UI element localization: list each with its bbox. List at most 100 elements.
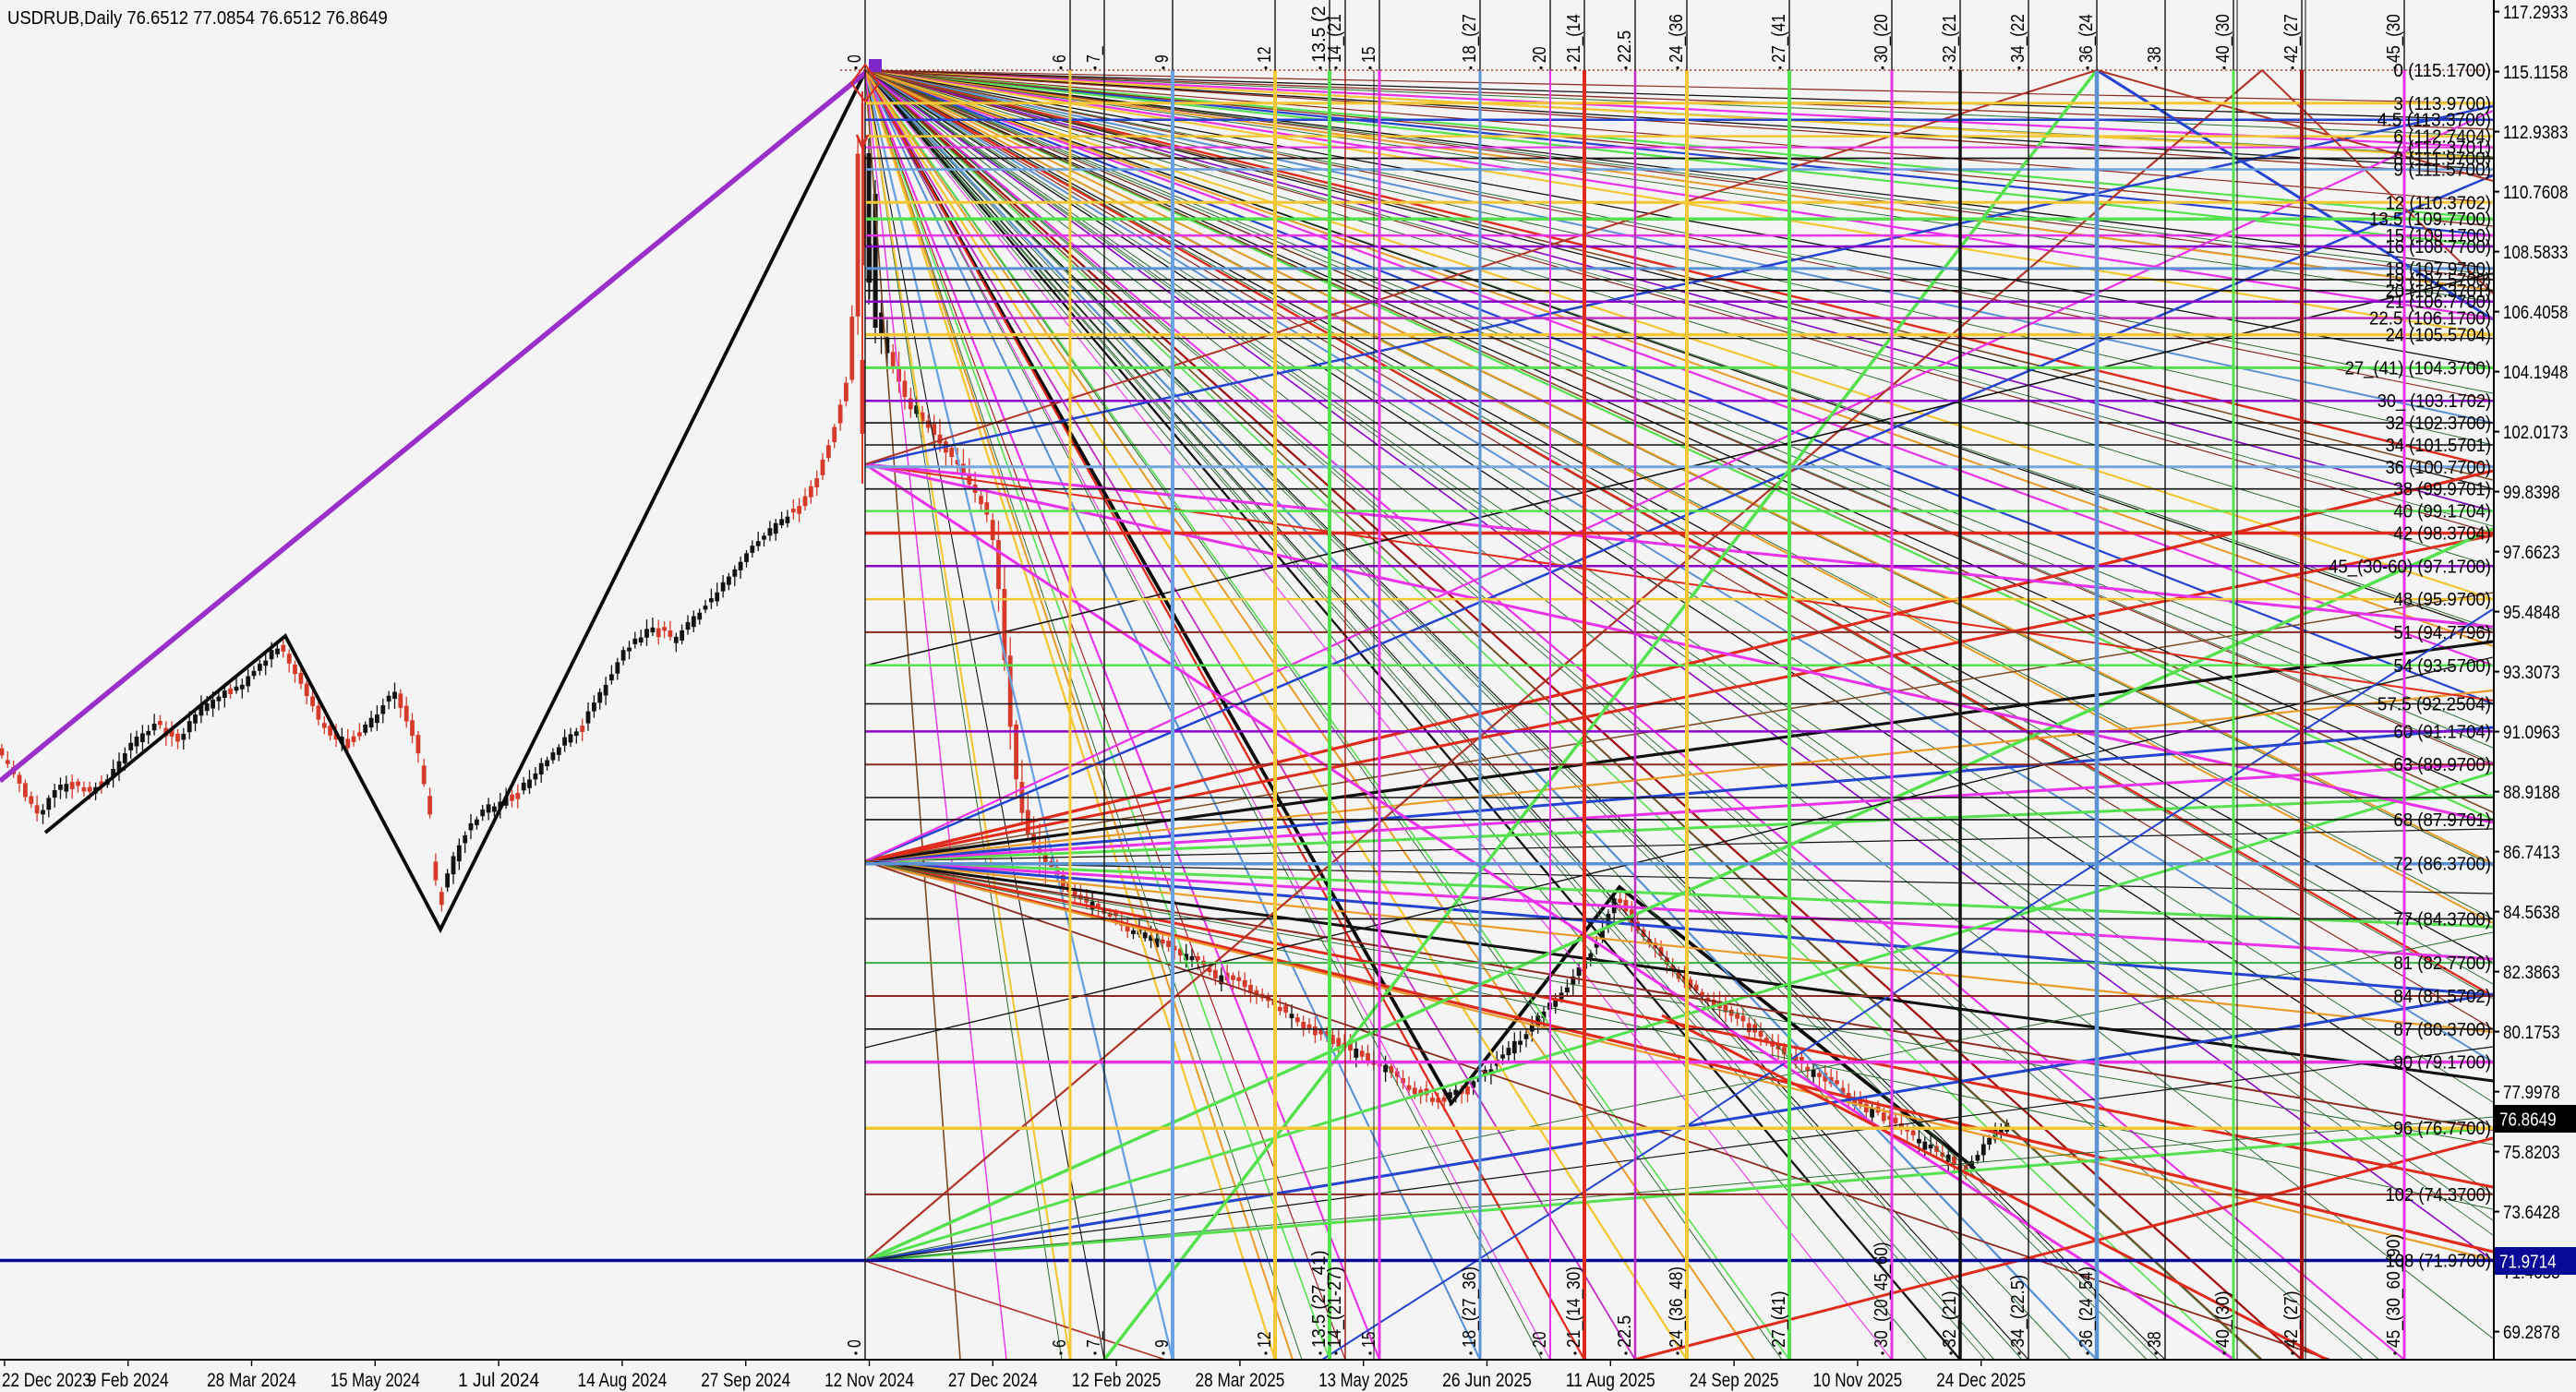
svg-text:15: 15 xyxy=(1358,46,1379,63)
svg-text:15 May 2024: 15 May 2024 xyxy=(331,1370,420,1391)
svg-text:95.4848: 95.4848 xyxy=(2503,602,2560,623)
svg-text:20: 20 xyxy=(1529,1331,1550,1348)
svg-text:6: 6 xyxy=(1049,1339,1070,1348)
svg-text:12: 12 xyxy=(1254,46,1275,63)
svg-text:34_(22: 34_(22 xyxy=(2007,14,2028,63)
svg-text:10 Nov 2025: 10 Nov 2025 xyxy=(1813,1370,1903,1391)
svg-text:27_(41): 27_(41) xyxy=(1768,1290,1789,1348)
svg-text:36_(24_54): 36_(24_54) xyxy=(2076,1266,2097,1348)
svg-text:0: 0 xyxy=(844,1339,865,1348)
svg-text:91.0963: 91.0963 xyxy=(2503,722,2560,743)
svg-text:27 Dec 2024: 27 Dec 2024 xyxy=(948,1370,1038,1391)
svg-text:21 (106.7700): 21 (106.7700) xyxy=(2386,292,2491,313)
svg-text:7_: 7_ xyxy=(1083,1331,1104,1348)
svg-text:73.6428: 73.6428 xyxy=(2503,1202,2560,1223)
svg-text:115.1158: 115.1158 xyxy=(2503,62,2568,83)
svg-text:117.2933: 117.2933 xyxy=(2503,2,2568,23)
svg-text:42_(27: 42_(27 xyxy=(2281,14,2302,63)
svg-text:12 Feb 2025: 12 Feb 2025 xyxy=(1072,1370,1162,1391)
svg-text:54 (93.5700): 54 (93.5700) xyxy=(2393,655,2491,677)
svg-text:32_(21: 32_(21 xyxy=(1939,14,1960,63)
svg-text:108.5833: 108.5833 xyxy=(2503,242,2568,263)
svg-text:42 (98.3704): 42 (98.3704) xyxy=(2393,523,2491,545)
svg-text:38: 38 xyxy=(2144,1331,2165,1348)
svg-text:38: 38 xyxy=(2144,46,2165,63)
svg-text:36 (100.7700): 36 (100.7700) xyxy=(2386,457,2491,478)
svg-text:18_(27_36): 18_(27_36) xyxy=(1459,1266,1480,1348)
svg-text:7_: 7_ xyxy=(1083,46,1104,63)
svg-text:81 (82.7700): 81 (82.7700) xyxy=(2393,953,2491,974)
svg-text:40 (99.1704): 40 (99.1704) xyxy=(2393,501,2491,522)
svg-text:42_(27): 42_(27) xyxy=(2281,1290,2302,1348)
svg-text:USDRUB,Daily 76.6512 77.0854: USDRUB,Daily 76.6512 77.0854 76.6512 76.… xyxy=(7,7,388,29)
svg-text:22.5: 22.5 xyxy=(1614,1315,1635,1348)
svg-text:13.5 (109.7700): 13.5 (109.7700) xyxy=(2369,209,2491,230)
svg-text:4.5 (113.3700): 4.5 (113.3700) xyxy=(2377,110,2491,131)
svg-text:24 Sep 2025: 24 Sep 2025 xyxy=(1690,1370,1779,1391)
svg-text:0 (115.1700): 0 (115.1700) xyxy=(2393,60,2491,81)
svg-text:24 (105.5704): 24 (105.5704) xyxy=(2386,325,2491,346)
svg-text:24 Dec 2025: 24 Dec 2025 xyxy=(1936,1370,2026,1391)
svg-text:14_(21-27): 14_(21-27) xyxy=(1324,1266,1345,1348)
svg-text:112.9383: 112.9383 xyxy=(2503,122,2568,143)
svg-text:28 Mar 2024: 28 Mar 2024 xyxy=(207,1370,296,1391)
svg-text:14_(21: 14_(21 xyxy=(1324,14,1345,63)
svg-text:26 Jun 2025: 26 Jun 2025 xyxy=(1442,1370,1532,1391)
svg-text:34_(22.5): 34_(22.5) xyxy=(2007,1275,2028,1348)
svg-text:20 (107.3701): 20 (107.3701) xyxy=(2386,281,2491,302)
svg-text:12 (110.3702): 12 (110.3702) xyxy=(2386,192,2491,213)
svg-text:76.8649: 76.8649 xyxy=(2499,1110,2557,1131)
svg-text:15: 15 xyxy=(1358,1331,1379,1348)
svg-text:15 (109.1700): 15 (109.1700) xyxy=(2386,225,2491,246)
svg-text:82.3863: 82.3863 xyxy=(2503,962,2560,983)
svg-text:12: 12 xyxy=(1254,1331,1275,1348)
svg-text:63 (89.9700): 63 (89.9700) xyxy=(2393,754,2491,775)
svg-text:106.4058: 106.4058 xyxy=(2503,302,2568,323)
svg-text:0: 0 xyxy=(844,54,865,63)
svg-text:16 (108.7700): 16 (108.7700) xyxy=(2386,236,2491,258)
svg-text:27_(41: 27_(41 xyxy=(1768,14,1789,63)
svg-text:13.5 (2: 13.5 (2 xyxy=(1308,6,1330,63)
svg-text:13 May 2025: 13 May 2025 xyxy=(1318,1370,1408,1391)
svg-text:20: 20 xyxy=(1529,46,1550,63)
svg-text:80.1753: 80.1753 xyxy=(2503,1022,2560,1043)
svg-text:51 (94.7796): 51 (94.7796) xyxy=(2393,622,2491,643)
svg-text:87 (80.3700): 87 (80.3700) xyxy=(2393,1019,2491,1040)
svg-text:97.6623: 97.6623 xyxy=(2503,542,2560,563)
svg-text:24_(36: 24_(36 xyxy=(1666,14,1687,63)
svg-text:9: 9 xyxy=(1151,54,1173,63)
svg-text:84.5638: 84.5638 xyxy=(2503,902,2560,923)
svg-text:27_(41) (104.3700): 27_(41) (104.3700) xyxy=(2345,357,2491,378)
svg-text:45_(30_60_(90): 45_(30_60_(90) xyxy=(2383,1234,2404,1348)
svg-text:30_(20: 30_(20 xyxy=(1871,14,1892,63)
svg-text:30_(20_45_60): 30_(20_45_60) xyxy=(1871,1242,1892,1348)
svg-text:21_(14_30): 21_(14_30) xyxy=(1563,1266,1584,1348)
svg-text:40_(30: 40_(30 xyxy=(2212,14,2233,63)
svg-text:102.0173: 102.0173 xyxy=(2503,422,2568,443)
svg-text:32_(21): 32_(21) xyxy=(1939,1290,1960,1348)
svg-text:57.5 (92.2504): 57.5 (92.2504) xyxy=(2377,694,2491,715)
svg-text:30_ (103.1702): 30_ (103.1702) xyxy=(2377,390,2491,412)
svg-text:22 Dec 2023: 22 Dec 2023 xyxy=(2,1370,91,1391)
svg-text:27 Sep 2024: 27 Sep 2024 xyxy=(701,1370,790,1391)
svg-text:77.9978: 77.9978 xyxy=(2503,1082,2560,1103)
svg-text:7 (112.3701): 7 (112.3701) xyxy=(2393,138,2491,159)
svg-text:60 (91.1704): 60 (91.1704) xyxy=(2393,721,2491,742)
svg-text:45_(30: 45_(30 xyxy=(2383,14,2404,63)
svg-text:21_(14: 21_(14 xyxy=(1563,14,1584,63)
svg-text:45_(30-60) (97.1700): 45_(30-60) (97.1700) xyxy=(2329,556,2491,577)
svg-text:104.1948: 104.1948 xyxy=(2503,362,2568,383)
svg-text:18 (107.9700): 18 (107.9700) xyxy=(2386,258,2491,280)
svg-text:6: 6 xyxy=(1049,54,1070,63)
svg-text:11 Aug 2025: 11 Aug 2025 xyxy=(1566,1370,1655,1391)
svg-text:9 Feb 2024: 9 Feb 2024 xyxy=(88,1370,169,1391)
svg-text:110.7608: 110.7608 xyxy=(2503,182,2568,203)
svg-text:69.2878: 69.2878 xyxy=(2503,1322,2560,1343)
svg-text:19 (107.5700): 19 (107.5700) xyxy=(2386,270,2491,291)
svg-text:18_(27: 18_(27 xyxy=(1459,14,1480,63)
svg-text:93.3073: 93.3073 xyxy=(2503,662,2560,683)
svg-text:22.5: 22.5 xyxy=(1614,30,1635,63)
svg-text:90 (79.1700): 90 (79.1700) xyxy=(2393,1052,2491,1074)
svg-text:32 (102.3700): 32 (102.3700) xyxy=(2386,413,2491,434)
svg-text:14 Aug 2024: 14 Aug 2024 xyxy=(578,1370,668,1391)
